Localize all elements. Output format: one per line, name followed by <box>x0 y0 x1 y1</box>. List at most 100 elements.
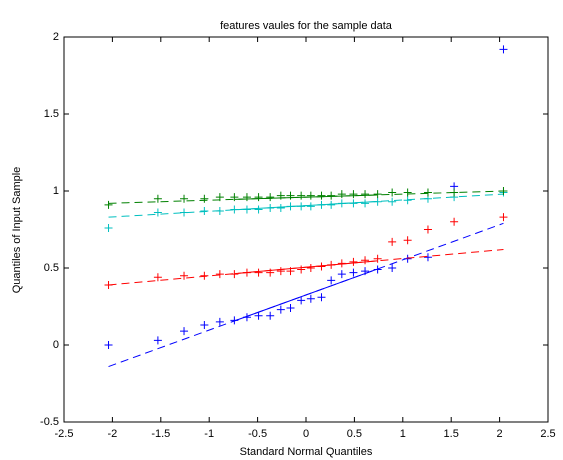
data-point <box>423 188 432 197</box>
data-point <box>242 268 251 277</box>
data-point <box>361 190 370 199</box>
y-tick-label: -0.5 <box>40 416 59 428</box>
chart-title: features vaules for the sample data <box>220 20 393 32</box>
data-point <box>373 190 382 199</box>
data-point <box>317 200 326 209</box>
data-point <box>388 188 397 197</box>
data-point <box>266 203 275 212</box>
data-point <box>306 294 315 303</box>
data-point <box>266 193 275 202</box>
data-point <box>153 336 162 345</box>
data-point <box>276 191 285 200</box>
x-tick-label: -2 <box>108 428 118 440</box>
data-point <box>276 305 285 314</box>
data-point <box>276 203 285 212</box>
data-point <box>286 304 295 313</box>
data-point <box>215 270 224 279</box>
data-point <box>423 225 432 234</box>
y-tick-label: 1 <box>53 185 59 197</box>
data-point <box>276 267 285 276</box>
data-point <box>403 236 412 245</box>
x-tick-label: -2.5 <box>55 428 74 440</box>
data-point <box>337 259 346 268</box>
data-point <box>297 202 306 211</box>
data-point <box>153 273 162 282</box>
data-point <box>499 187 508 195</box>
data-point <box>388 237 397 246</box>
data-point <box>327 260 336 269</box>
data-point <box>297 265 306 274</box>
data-point <box>423 253 432 262</box>
data-point <box>317 262 326 271</box>
data-point <box>180 194 189 203</box>
data-point <box>286 267 295 276</box>
data-point <box>403 196 412 205</box>
data-point <box>104 280 113 289</box>
data-point <box>499 213 508 222</box>
data-point <box>327 276 336 285</box>
data-point <box>403 254 412 263</box>
data-point <box>499 45 508 54</box>
data-point <box>254 311 263 320</box>
data-point <box>349 268 358 277</box>
data-point <box>266 268 275 277</box>
data-point <box>450 217 459 226</box>
x-tick-label: -0.5 <box>248 428 267 440</box>
data-point <box>361 199 370 208</box>
data-point <box>242 193 251 202</box>
data-point <box>317 191 326 200</box>
data-point <box>180 208 189 217</box>
data-point <box>349 257 358 266</box>
data-point <box>337 190 346 199</box>
data-point <box>254 205 263 214</box>
data-point <box>327 191 336 200</box>
data-point <box>104 223 113 232</box>
data-point <box>286 202 295 211</box>
data-point <box>200 271 209 280</box>
x-axis-label: Standard Normal Quantiles <box>240 446 373 458</box>
data-point <box>337 270 346 279</box>
data-point <box>349 199 358 208</box>
x-tick-label: -1.5 <box>151 428 170 440</box>
x-tick-label: 2 <box>497 428 503 440</box>
x-tick-label: -1 <box>204 428 214 440</box>
data-point <box>200 320 209 329</box>
data-point <box>242 205 251 214</box>
data-point <box>230 270 239 279</box>
data-point <box>104 200 113 209</box>
data-point <box>254 193 263 202</box>
data-point <box>306 264 315 272</box>
data-point <box>286 191 295 200</box>
data-point <box>230 193 239 202</box>
data-point <box>297 296 306 305</box>
data-point <box>450 188 459 197</box>
data-point <box>306 202 315 211</box>
data-point <box>180 271 189 280</box>
x-tick-label: 2.5 <box>540 428 555 440</box>
data-point <box>337 199 346 208</box>
data-point <box>297 191 306 200</box>
x-tick-label: 0 <box>303 428 309 440</box>
data-point <box>317 293 326 302</box>
data-point <box>361 256 370 265</box>
data-point <box>215 207 224 216</box>
x-tick-label: 0.5 <box>347 428 362 440</box>
y-tick-label: 0.5 <box>44 262 59 274</box>
data-point <box>327 200 336 209</box>
data-point <box>153 208 162 217</box>
data-point <box>306 191 315 200</box>
data-point <box>403 188 412 197</box>
data-point <box>349 190 358 199</box>
data-point <box>153 194 162 203</box>
data-point <box>254 268 263 277</box>
data-point <box>230 205 239 214</box>
data-point <box>388 197 397 206</box>
data-point <box>215 317 224 326</box>
data-point <box>388 264 397 272</box>
y-axis-label: Quantiles of Input Sample <box>11 167 23 294</box>
data-point <box>373 265 382 274</box>
y-tick-label: 0 <box>53 339 59 351</box>
